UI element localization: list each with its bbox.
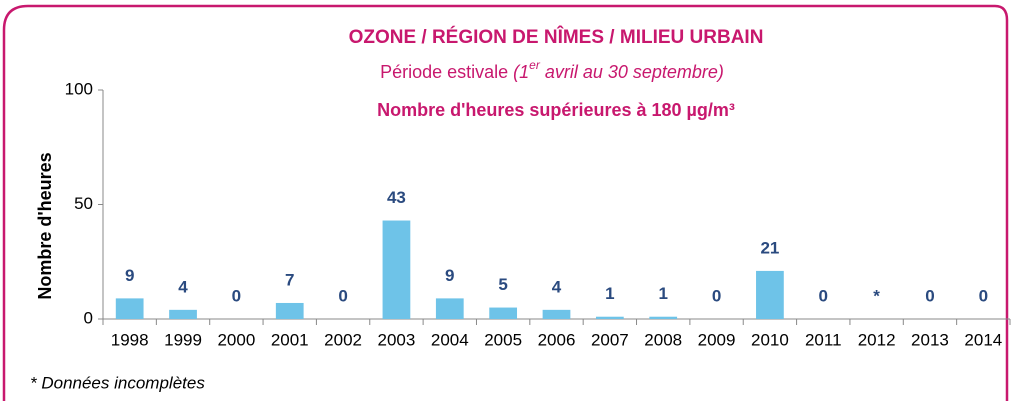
footnote: * Données incomplètes [30, 373, 205, 392]
x-tick-label: 2004 [431, 330, 469, 349]
value-label: 9 [125, 266, 134, 285]
value-label: 1 [658, 284, 667, 303]
x-tick-label: 2012 [858, 330, 896, 349]
bar [169, 309, 197, 319]
x-tick-label: 2005 [484, 330, 522, 349]
x-tick-label: 2014 [964, 330, 1002, 349]
x-tick-label: 2010 [751, 330, 789, 349]
value-label: 4 [552, 277, 562, 296]
x-tick-label: 2001 [271, 330, 309, 349]
value-label: 0 [819, 286, 828, 305]
bar [756, 270, 784, 319]
value-label: 0 [338, 286, 347, 305]
x-tick-label: 1999 [164, 330, 202, 349]
value-label: 1 [605, 284, 614, 303]
x-tick-label: 2011 [805, 330, 842, 349]
value-label: 5 [498, 275, 507, 294]
bar [382, 220, 411, 319]
x-tick-label: 1998 [111, 330, 149, 349]
subtitle-part: er [529, 58, 541, 72]
bar [595, 316, 624, 319]
bar [649, 316, 678, 319]
bar [489, 307, 518, 319]
value-label: 9 [445, 266, 454, 285]
y-tick-label: 100 [65, 79, 93, 98]
x-tick-label: 2000 [217, 330, 255, 349]
x-tick-label: 2008 [644, 330, 682, 349]
bar [435, 298, 464, 319]
value-label: 7 [285, 270, 294, 289]
x-tick-label: 2006 [538, 330, 576, 349]
y-tick-label: 50 [74, 194, 93, 213]
value-label: * [873, 286, 880, 305]
x-tick-label: 2007 [591, 330, 629, 349]
y-axis-label: Nombre d'heures [35, 152, 55, 299]
bar [542, 309, 571, 319]
value-label: 0 [232, 286, 241, 305]
chart-subtitle: Nombre d'heures supérieures à 180 µg/m³ [377, 100, 735, 120]
value-label: 43 [387, 188, 406, 207]
value-label: 21 [760, 238, 779, 257]
x-tick-label: 2002 [324, 330, 362, 349]
bar [275, 302, 304, 319]
x-tick-label: 2013 [911, 330, 949, 349]
subtitle-part: Période estivale [380, 62, 513, 82]
y-tick-label: 0 [84, 308, 93, 327]
chart-title: OZONE / RÉGION DE NÎMES / MILIEU URBAIN [349, 26, 764, 48]
frame [2, 4, 1009, 401]
value-label: 0 [979, 286, 988, 305]
subtitle-part: avril au 30 septembre) [540, 62, 724, 82]
value-label: 0 [712, 286, 721, 305]
x-tick-label: 2003 [378, 330, 416, 349]
value-label: 4 [178, 277, 188, 296]
x-tick-label: 2009 [698, 330, 736, 349]
subtitle-part: (1 [513, 62, 529, 82]
value-label: 0 [925, 286, 934, 305]
chart-subtitle: Période estivale (1er avril au 30 septem… [380, 58, 724, 82]
bar [115, 298, 144, 319]
